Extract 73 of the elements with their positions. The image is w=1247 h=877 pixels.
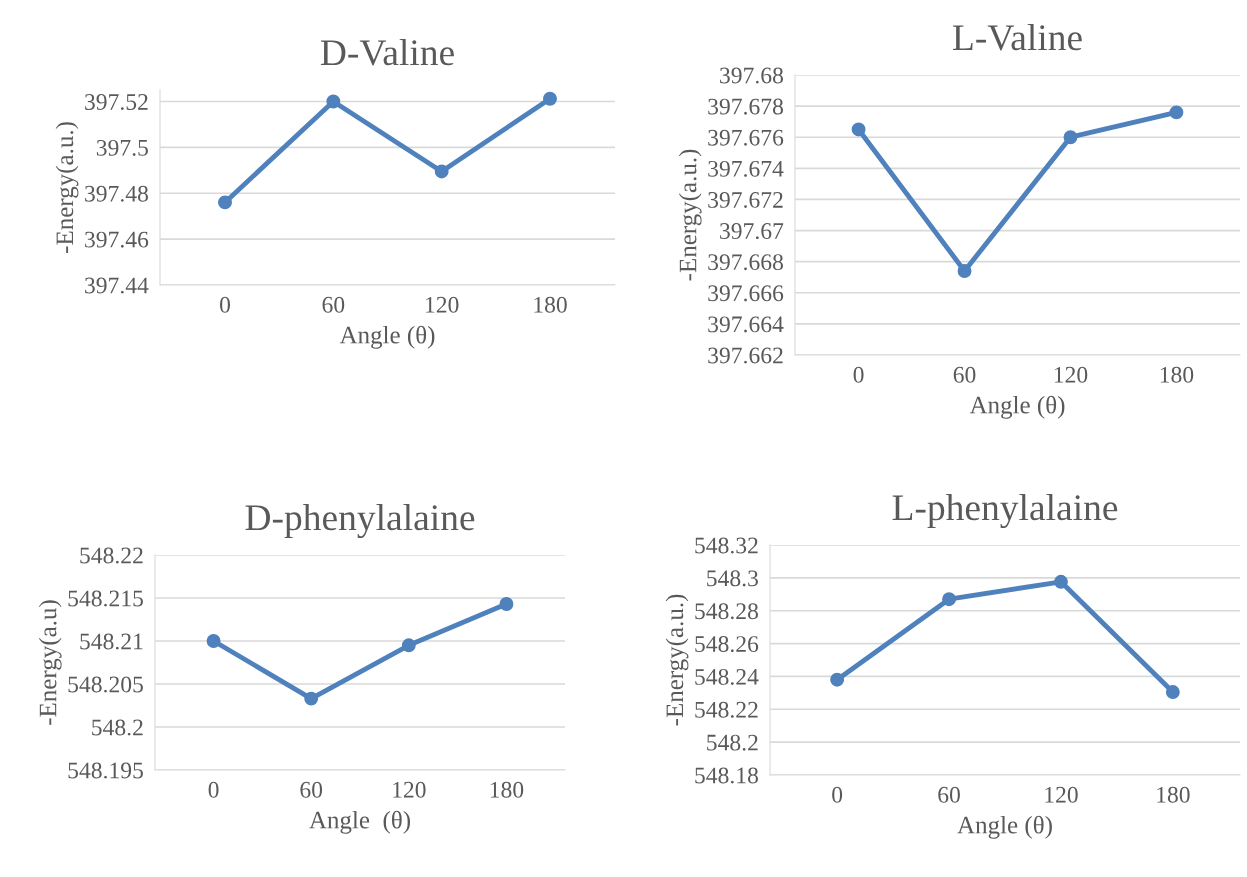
point [1063,130,1078,145]
y-tick-label: 397.666 [708,285,784,302]
y-tick-label: 397.67 [720,223,784,240]
point [206,634,221,648]
y-tick-label: 548.28 [695,603,758,620]
y-tick-label: 548.22 [695,701,758,718]
point [851,122,866,137]
y-tick-label: 548.21 [80,633,143,650]
point [543,91,557,106]
x-tick-label: 0 [832,786,843,803]
x-tick-label: 180 [490,781,524,798]
point [830,672,845,687]
y-axis-title: -Energy(a.u.) [665,594,689,726]
y-tick-label: 548.18 [695,767,758,784]
chart-title: L-Valine [952,23,1082,51]
chart-title: D-Valine [320,38,454,66]
y-tick-label: 397.672 [708,192,783,208]
x-tick-label: 120 [393,781,426,798]
y-tick-label: 397.668 [708,254,783,271]
x-axis-title: Angle (θ) [957,815,1052,839]
x-tick-label: 60 [300,781,323,798]
point [1054,574,1068,589]
point [499,597,514,611]
x-tick-label: 180 [1160,366,1194,383]
y-tick-label: 397.52 [85,94,148,110]
x-tick-label: 120 [1054,366,1088,383]
point [401,638,416,653]
chart-title: D-phenylalaine [245,503,475,539]
x-axis-title: Angle (θ) [969,395,1065,419]
y-tick-label: 397.68 [720,67,783,84]
y-tick-label: 397.48 [85,185,148,202]
y-axis-title: -Energy(a.u) [38,600,62,725]
y-tick-label: 397.664 [708,316,784,333]
point [304,691,319,706]
point [957,264,972,278]
point [1169,105,1184,120]
x-tick-label: 120 [426,296,459,313]
y-tick-label: 548.22 [80,547,143,564]
x-tick-label: 180 [534,296,567,313]
x-axis-title: Angle (θ) [339,325,435,349]
x-tick-label: 60 [953,366,976,383]
y-tick-label: 397.678 [708,98,783,115]
y-tick-label: 548.24 [695,668,759,685]
x-axis-title: Angle (θ) [309,810,411,834]
x-tick-label: 60 [322,296,345,313]
y-tick-label: 548.32 [695,537,758,554]
x-tick-label: 0 [220,296,230,313]
x-tick-label: 180 [1157,786,1190,803]
point [1165,685,1180,699]
point [326,94,341,109]
y-tick-label: 548.195 [68,762,143,779]
y-tick-label: 548.215 [68,590,143,607]
y-tick-label: 397.46 [85,231,149,248]
x-tick-label: 0 [853,366,864,383]
y-tick-label: 397.662 [708,347,783,364]
y-axis-title: -Energy(a.u.) [55,122,79,253]
y-tick-label: 548.205 [68,676,143,693]
x-tick-label: 60 [938,786,960,803]
y-axis-title: -Energy(a.u.) [678,149,702,281]
y-tick-label: 397.44 [85,277,149,294]
y-tick-label: 397.674 [708,160,784,177]
point [434,164,449,179]
x-tick-label: 120 [1045,786,1078,803]
x-tick-label: 0 [208,781,219,798]
y-tick-label: 397.676 [708,129,784,146]
y-tick-label: 548.26 [695,636,759,653]
point [218,195,232,210]
y-tick-label: 548.2 [707,734,758,751]
y-tick-label: 548.2 [92,719,143,736]
chart-title: L-phenylalaine [892,493,1118,529]
y-tick-label: 397.5 [96,139,148,156]
y-tick-label: 548.3 [707,570,758,587]
point [942,592,956,607]
